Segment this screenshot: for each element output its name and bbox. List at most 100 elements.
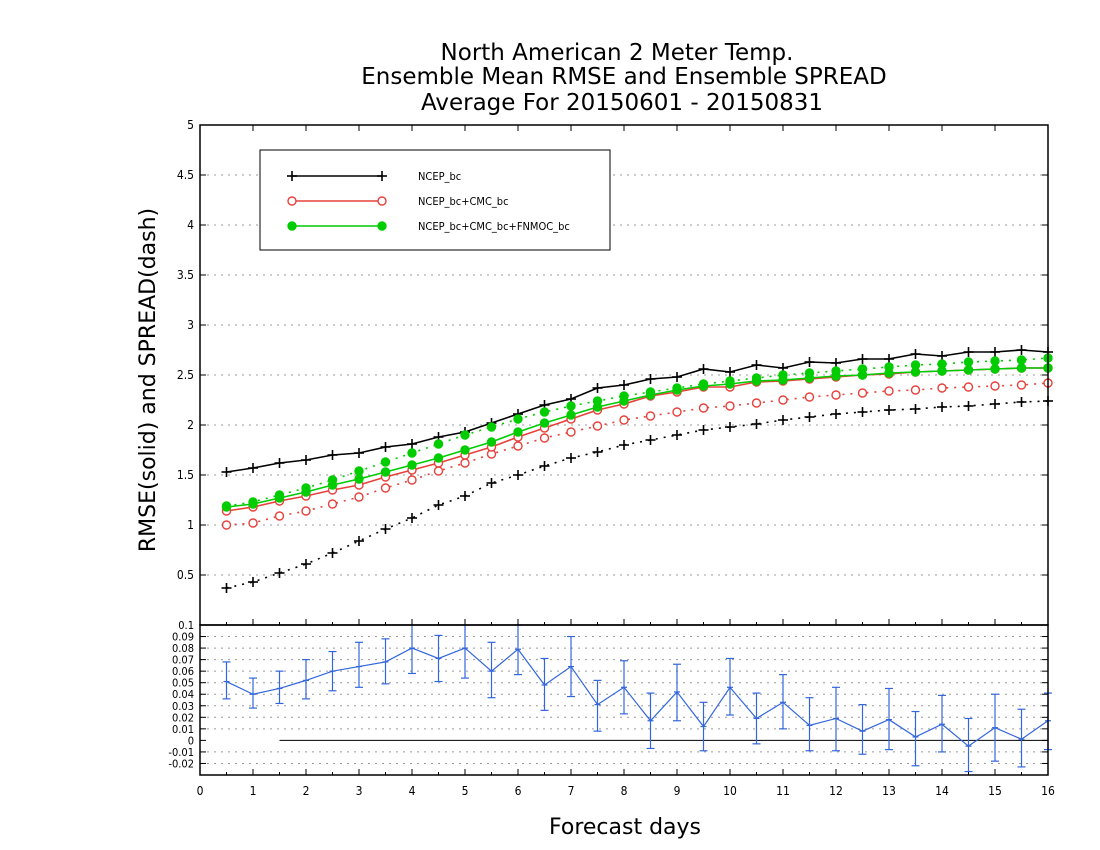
series-1-spread-point	[513, 441, 523, 451]
series-2-rmse-point	[725, 379, 735, 389]
series-1-spread-point	[751, 398, 762, 408]
series-0-spread-point	[221, 583, 232, 593]
x-tick-label: 15	[988, 784, 1002, 798]
x-tick-label: 16	[1041, 784, 1055, 798]
title-line-2: Ensemble Mean RMSE and Ensemble SPREAD	[361, 64, 886, 90]
x-tick-label: 12	[829, 784, 843, 798]
series-2-rmse-point	[592, 402, 603, 412]
diff-panel-series	[222, 624, 1052, 773]
series-2-rmse-point	[460, 445, 470, 455]
diff-y-tick-label: -0.02	[168, 757, 194, 770]
series-0-spread-point	[566, 453, 576, 463]
series-2-rmse-point	[672, 385, 682, 395]
series-1-spread-point	[248, 518, 258, 528]
series-1-spread-point	[990, 381, 1000, 391]
x-tick-label: 7	[568, 784, 575, 798]
series-2-spread-point	[433, 439, 444, 449]
series-0-rmse-point	[672, 372, 682, 382]
series-1-spread-point	[380, 483, 391, 493]
main-y-tick-label: 4.5	[177, 168, 194, 182]
main-y-tick-label: 3.5	[177, 268, 194, 282]
diff-error-bar	[964, 717, 973, 773]
main-y-tick-label: 0.5	[177, 568, 194, 582]
diff-error-bar	[487, 641, 496, 699]
legend-label: NCEP_bc	[418, 170, 461, 183]
series-0-spread-point	[513, 470, 523, 480]
series-2-rmse-point	[486, 437, 497, 447]
x-tick-label: 4	[409, 784, 416, 798]
x-tick-label: 3	[356, 784, 363, 798]
series-0-spread-point	[619, 440, 629, 450]
series-0-spread-point	[751, 419, 762, 429]
diff-error-bar	[328, 650, 337, 692]
diff-error-bar	[620, 660, 628, 715]
series-1-spread-point	[645, 411, 656, 421]
diff-y-tick-label: 0.09	[172, 631, 194, 644]
series-0-rmse-point	[857, 354, 868, 364]
series-2-rmse-point	[804, 373, 815, 383]
series-1-rmse-line	[226, 367, 1048, 512]
diff-y-tick-label: 0.02	[172, 711, 194, 724]
diff-error-bar	[699, 701, 708, 752]
series-1-spread-point	[910, 385, 921, 395]
series-2-rmse-point	[407, 460, 417, 470]
series-1-spread-point	[884, 386, 894, 396]
series-0-rmse-point	[963, 347, 974, 357]
series-2-spread-point	[990, 356, 1000, 366]
series-0-spread-point	[698, 425, 709, 435]
diff-error-bar	[911, 710, 920, 767]
series-1-spread-point	[407, 475, 417, 485]
x-tick-label: 0	[197, 784, 204, 798]
series-2-rmse-point	[380, 467, 391, 477]
diff-error-bar	[991, 693, 999, 762]
legend-marker	[287, 221, 297, 231]
series-0-rmse-line	[226, 349, 1049, 473]
series-1-spread-point	[433, 466, 444, 476]
series-2-rmse-point	[248, 499, 258, 509]
series-0-spread-point	[486, 478, 497, 488]
series-0-spread-line	[226, 400, 1049, 589]
series-2-spread-point	[354, 466, 364, 476]
diff-error-bar	[938, 694, 946, 753]
series-0-rmse-point	[751, 360, 762, 370]
diff-error-bar	[593, 679, 602, 732]
series-2-rmse-point	[301, 487, 311, 497]
series-0-spread-point	[778, 415, 788, 425]
series-2-rmse-point	[539, 418, 550, 428]
series-1-spread-point	[963, 382, 974, 392]
series-0-spread-point	[884, 405, 894, 415]
main-panel-series	[221, 345, 1053, 593]
legend-marker	[377, 221, 387, 231]
series-1-spread-point	[619, 415, 629, 425]
main-y-tick-label: 5	[187, 118, 194, 132]
series-2-rmse-point	[778, 375, 788, 385]
diff-y-tick-label: 0.01	[172, 723, 194, 736]
series-0-spread-point	[1016, 397, 1027, 407]
diff-error-bar	[275, 670, 284, 705]
series-0-spread-point	[990, 399, 1000, 409]
series-0-rmse-point	[725, 367, 735, 377]
series-0-rmse-point	[248, 463, 258, 473]
series-0-rmse-point	[354, 448, 364, 458]
x-tick-label: 8	[621, 784, 628, 798]
series-2-rmse-point	[698, 381, 709, 391]
series-2-spread-point	[1016, 355, 1027, 365]
series-0-rmse-point	[990, 347, 1000, 357]
series-0-spread-point	[831, 409, 841, 419]
series-2-rmse-point	[937, 366, 947, 376]
series-1-spread-point	[672, 407, 682, 417]
diff-error-bar	[673, 663, 681, 722]
series-2-rmse-point	[566, 410, 576, 420]
series-1-spread-point	[804, 392, 815, 402]
diff-y-tick-label: 0.08	[172, 642, 194, 655]
y-axis-label: RMSE(solid) and SPREAD(dash)	[136, 208, 161, 552]
series-0-spread-point	[433, 500, 444, 510]
series-0-spread-point	[645, 435, 656, 445]
diff-error-bar	[567, 635, 575, 698]
diff-error-bar	[646, 692, 655, 750]
legend-label: NCEP_bc+CMC_bc+FNMOC_bc	[418, 220, 570, 233]
legend-marker	[377, 171, 387, 181]
x-tick-label: 5	[462, 784, 469, 798]
x-tick-label: 11	[776, 784, 790, 798]
diff-error-bar	[726, 657, 734, 716]
